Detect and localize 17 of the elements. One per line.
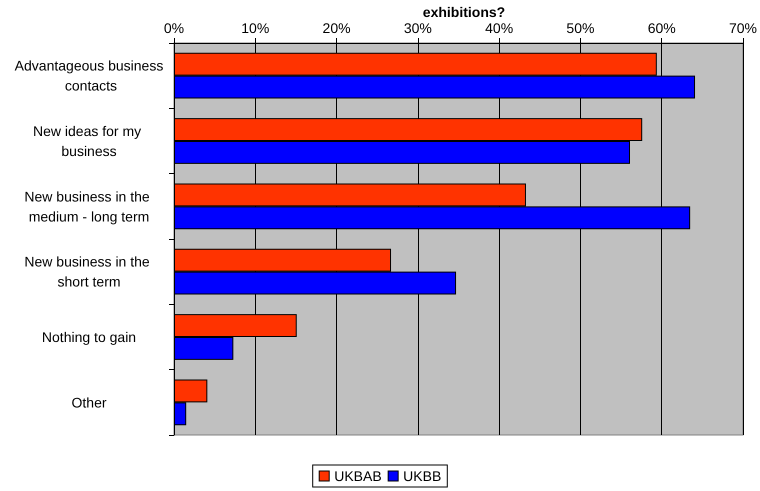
- x-tick-label: 0%: [164, 20, 184, 36]
- x-tick-label: 20%: [322, 20, 351, 36]
- y-tick-label: Advantageous business contacts: [14, 58, 164, 94]
- y-tick-label: New business in the medium - long term: [24, 188, 154, 224]
- chart-title: exhibitions?: [422, 4, 506, 20]
- x-tick-label: 70%: [728, 20, 758, 36]
- x-tick-label: 30%: [404, 20, 432, 36]
- y-tick-label: New business in the short term: [24, 254, 154, 290]
- x-tick-label: 40%: [485, 20, 514, 36]
- x-tick-label: 50%: [566, 20, 594, 36]
- x-tick-label: 10%: [241, 20, 270, 36]
- x-tick-label: 60%: [648, 20, 676, 36]
- y-tick-label: New ideas for my business: [32, 123, 146, 159]
- y-tick-label: Nothing to gain: [42, 329, 136, 345]
- legend-label: UKBB: [403, 468, 442, 484]
- y-tick-label: Other: [71, 394, 107, 410]
- legend-label: UKBAB: [334, 468, 382, 484]
